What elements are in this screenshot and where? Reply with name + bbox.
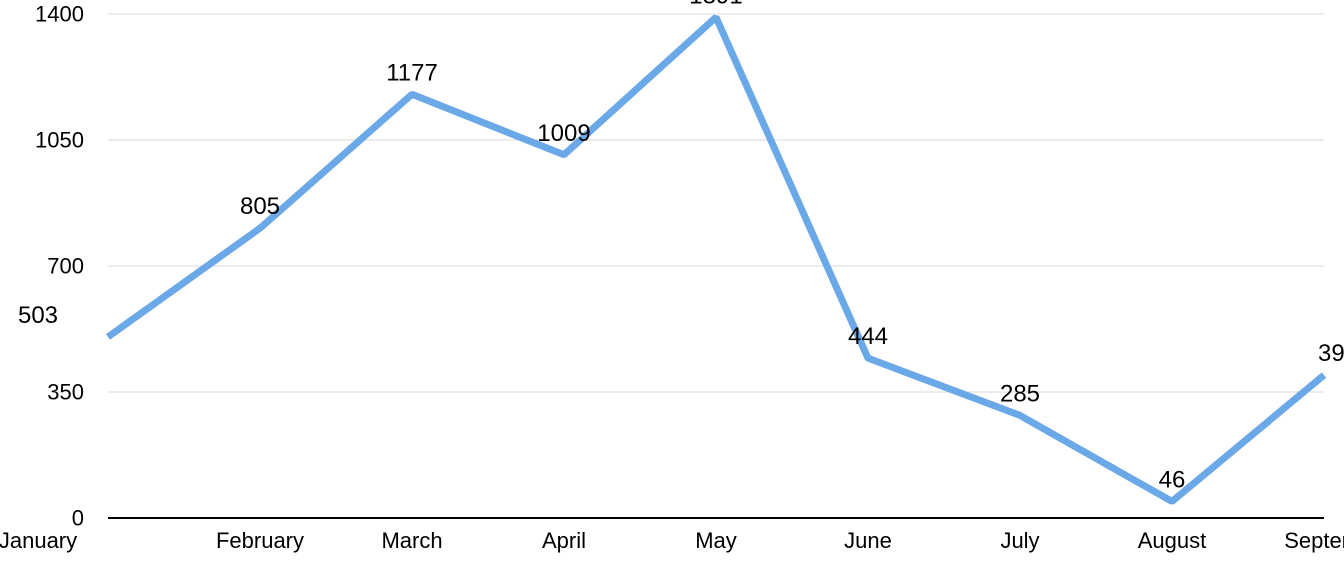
line-chart: 0 350 700 1050 1400 January February March April… <box>0 0 1344 570</box>
x-tick-label: April <box>542 528 586 553</box>
y-tick-label: 1050 <box>35 128 84 153</box>
x-tick-label: January <box>0 528 77 553</box>
x-tick-label: September <box>1284 528 1344 553</box>
data-line <box>108 17 1324 501</box>
data-label: 1391 <box>689 0 742 9</box>
data-label: 1177 <box>386 59 438 86</box>
data-label: 46 <box>1159 466 1186 493</box>
x-tick-label: August <box>1138 528 1207 553</box>
data-label: 1009 <box>537 120 590 147</box>
y-tick-label: 700 <box>47 254 84 279</box>
data-label: 503 <box>18 302 58 329</box>
data-label: 805 <box>240 193 280 220</box>
x-tick-label: March <box>381 528 442 553</box>
x-tick-label: July <box>1000 528 1039 553</box>
x-tick-label: May <box>695 528 737 553</box>
chart-svg: 0 350 700 1050 1400 January February March April… <box>0 0 1344 570</box>
y-tick-label: 1400 <box>35 2 84 27</box>
data-label: 285 <box>1000 380 1040 407</box>
y-tick-label: 350 <box>47 380 84 405</box>
x-tick-label: February <box>216 528 304 553</box>
data-label: 397 <box>1318 340 1344 367</box>
x-tick-label: June <box>844 528 892 553</box>
y-tick-label: 0 <box>72 506 84 531</box>
data-label: 444 <box>848 323 888 350</box>
